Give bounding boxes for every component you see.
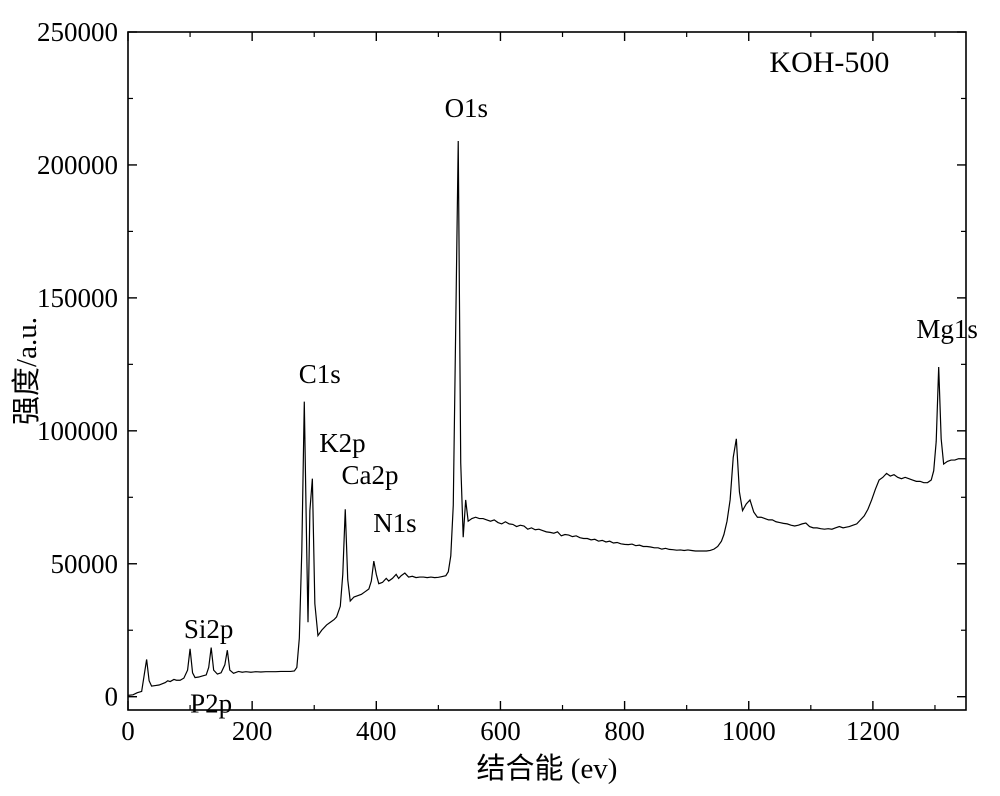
chart-svg: 0 200 400 600 800 1000 1200 0 50000 100000 150000 2… <box>0 0 1000 796</box>
xps-spectrum-chart: 0 200 400 600 800 1000 1200 0 50000 100000 150000 2… <box>0 0 1000 796</box>
x-tick-label: 600 <box>480 716 521 746</box>
x-tick-label: 0 <box>121 716 135 746</box>
x-tick-label: 200 <box>232 716 273 746</box>
y-tick-label: 100000 <box>37 416 118 446</box>
plot-frame <box>128 32 966 710</box>
x-tick-label: 800 <box>604 716 645 746</box>
peak-label: Mg1s <box>916 314 978 344</box>
y-tick-label: 200000 <box>37 150 118 180</box>
x-axis-label: 结合能 (ev) <box>477 752 618 785</box>
peak-label: Ca2p <box>342 460 399 490</box>
sample-title: KOH-500 <box>769 46 889 79</box>
peak-label: K2p <box>319 428 366 458</box>
peak-label: O1s <box>445 93 489 123</box>
y-tick-label: 50000 <box>51 549 119 579</box>
peak-label: Si2p <box>184 614 234 644</box>
x-tick-label: 1000 <box>722 716 776 746</box>
peak-label: C1s <box>299 359 341 389</box>
x-tick-label: 1200 <box>846 716 900 746</box>
y-axis-label: 强度/a.u. <box>10 317 43 425</box>
peak-label: N1s <box>373 508 417 538</box>
y-tick-label: 0 <box>105 682 119 712</box>
spectrum-line <box>128 141 966 695</box>
y-tick-label: 250000 <box>37 17 118 47</box>
x-tick-label: 400 <box>356 716 397 746</box>
y-tick-label: 150000 <box>37 283 118 313</box>
peak-label: P2p <box>190 689 232 719</box>
